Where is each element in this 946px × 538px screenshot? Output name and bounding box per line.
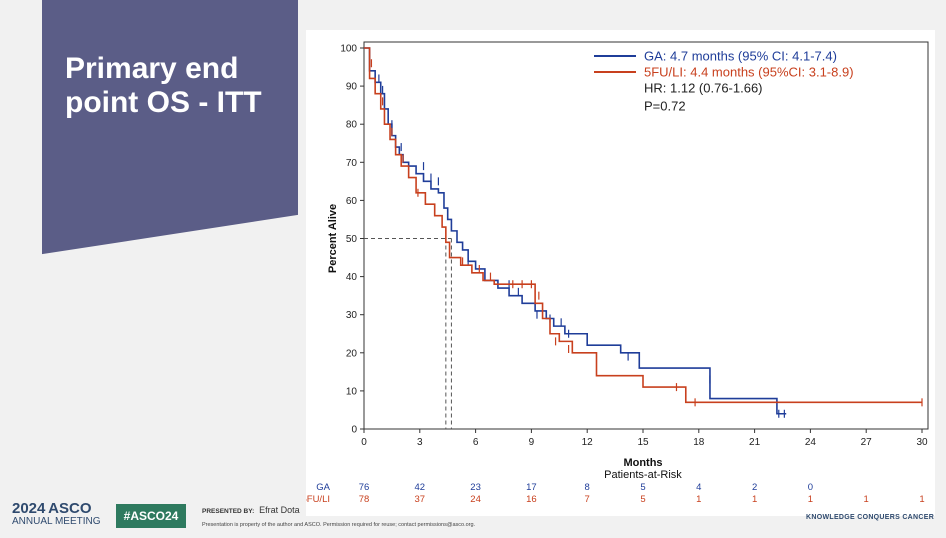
presented-by-label: PRESENTED BY: bbox=[202, 508, 255, 515]
x-tick-label: 12 bbox=[582, 437, 594, 448]
title-panel: Primary end point OS - ITT bbox=[42, 0, 298, 255]
risk-value-ga: 76 bbox=[359, 482, 370, 493]
risk-value-5fu-li: 5 bbox=[640, 494, 645, 505]
meeting-year: 2024 bbox=[12, 500, 46, 517]
x-tick-label: 18 bbox=[693, 437, 705, 448]
x-tick-label: 0 bbox=[361, 437, 367, 448]
x-tick-label: 27 bbox=[861, 437, 873, 448]
risk-value-5fu-li: 1 bbox=[696, 494, 701, 505]
risk-value-5fu-li: 7 bbox=[585, 494, 590, 505]
risk-value-ga: 4 bbox=[696, 482, 701, 493]
risk-value-5fu-li: 24 bbox=[470, 494, 481, 505]
series-line-5fu-li bbox=[364, 47, 922, 404]
risk-row-label-ga: GA bbox=[316, 482, 330, 493]
x-tick-label: 21 bbox=[749, 437, 761, 448]
risk-value-5fu-li: 1 bbox=[808, 494, 813, 505]
y-tick-label: 80 bbox=[346, 120, 358, 131]
y-tick-label: 10 bbox=[346, 386, 358, 397]
stat-annotation: P=0.72 bbox=[644, 99, 686, 114]
y-tick-label: 40 bbox=[346, 272, 358, 283]
x-tick-label: 3 bbox=[417, 437, 423, 448]
risk-value-ga: 8 bbox=[585, 482, 590, 493]
risk-value-ga: 2 bbox=[752, 482, 757, 493]
risk-value-5fu-li: 16 bbox=[526, 494, 537, 505]
x-tick-label: 15 bbox=[637, 437, 649, 448]
plot-frame bbox=[363, 41, 929, 430]
legend-label-ga: GA: 4.7 months (95% CI: 4.1-7.4) bbox=[644, 49, 837, 64]
risk-value-5fu-li: 78 bbox=[359, 494, 370, 505]
x-tick-label: 30 bbox=[916, 437, 928, 448]
y-axis-label: Percent Alive bbox=[327, 204, 339, 273]
risk-value-ga: 23 bbox=[470, 482, 481, 493]
y-tick-label: 50 bbox=[346, 234, 358, 245]
presented-by: PRESENTED BY: Efrat Dota bbox=[202, 505, 300, 515]
km-chart: 0 10 20 30 40 50 60 70 80 90 100 0 3 6 9 12 15 18 21 24 27 30… bbox=[306, 30, 935, 516]
risk-value-5fu-li: 1 bbox=[919, 494, 924, 505]
risk-value-ga: 42 bbox=[415, 482, 426, 493]
y-tick-label: 90 bbox=[346, 82, 358, 93]
y-tick-label: 60 bbox=[346, 196, 358, 207]
meeting-name: ANNUAL MEETING bbox=[12, 516, 101, 527]
stat-annotation: HR: 1.12 (0.76-1.66) bbox=[644, 81, 763, 96]
asco-wordmark: ASCO bbox=[48, 500, 92, 517]
legend-label-5fu-li: 5FU/LI: 4.4 months (95%CI: 3.1-8.9) bbox=[644, 65, 854, 80]
risk-row-label-5fu-li: 5FU/LI bbox=[306, 494, 330, 505]
risk-value-ga: 0 bbox=[808, 482, 813, 493]
y-tick-label: 0 bbox=[351, 425, 357, 436]
risk-value-5fu-li: 1 bbox=[864, 494, 869, 505]
hashtag-badge: #ASCO24 bbox=[116, 504, 186, 528]
risk-value-5fu-li: 1 bbox=[752, 494, 757, 505]
risk-table-title: Patients-at-Risk bbox=[604, 469, 682, 481]
y-tick-label: 100 bbox=[340, 44, 357, 55]
risk-value-ga: 17 bbox=[526, 482, 537, 493]
asco-annual-meeting-logo: 2024 ASCO ANNUAL MEETING bbox=[12, 500, 101, 527]
x-axis-label: Months bbox=[623, 457, 662, 469]
y-tick-label: 70 bbox=[346, 158, 358, 169]
x-tick-label: 9 bbox=[529, 437, 535, 448]
x-tick-label: 24 bbox=[805, 437, 817, 448]
x-tick-label: 6 bbox=[473, 437, 479, 448]
presenter-name: Efrat Dota bbox=[259, 505, 300, 515]
series-line-ga bbox=[364, 47, 787, 415]
asco-tagline: KNOWLEDGE CONQUERS CANCER bbox=[806, 514, 935, 521]
risk-value-ga: 5 bbox=[640, 482, 645, 493]
y-tick-label: 20 bbox=[346, 348, 358, 359]
slide-title: Primary end point OS - ITT bbox=[65, 52, 262, 119]
y-tick-label: 30 bbox=[346, 310, 358, 321]
disclaimer: Presentation is property of the author a… bbox=[202, 522, 476, 528]
risk-value-5fu-li: 37 bbox=[415, 494, 426, 505]
